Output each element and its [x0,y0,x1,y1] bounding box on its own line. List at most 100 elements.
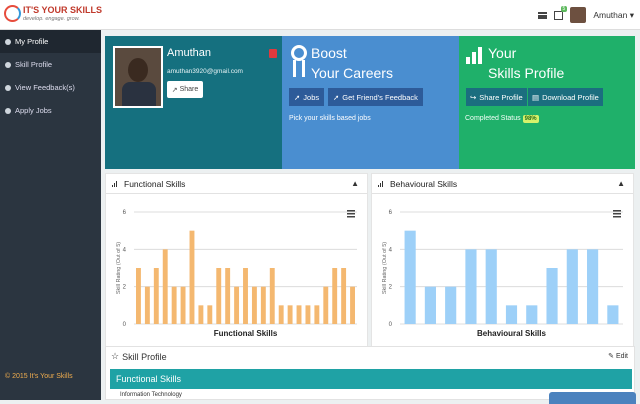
document-icon: ▤ [532,92,540,102]
x-axis-label: Behavioural Skills [477,329,546,338]
notification-badge: 5 [560,5,568,12]
bar [465,249,477,324]
share-button[interactable]: ↗ Share [167,81,203,98]
top-actions: 5 Amuthan ▾ [538,5,634,25]
panel-title: Functional Skills [124,178,186,189]
bar [251,286,257,324]
menu-line [347,216,355,218]
functional-skills-panel: Functional Skills ▲ 0 2 4 6 Skill Rating (Ou… [105,173,368,361]
bar [243,268,248,324]
award-ribbon-icon [290,45,308,77]
y-axis-label: Skill Rating (Out of 5) [382,242,388,294]
collapse-icon[interactable]: ▲ [617,179,625,188]
boost-note: Pick your skills based jobs [289,115,371,122]
y-axis-label: Skill Rating (Out of 5) [116,242,122,294]
bar [404,230,416,324]
bar [144,286,150,324]
skills-profile-card: Your Skills Profile ↪ Share Profile ▤ Down… [459,36,635,169]
rocket-icon: ➚ [294,92,301,102]
eye-icon [5,84,11,91]
chart-menu-icon [613,210,621,218]
menu-line [347,213,355,215]
bar [341,268,347,324]
bar [278,305,284,324]
y-tick-label: 2 [389,285,393,291]
bar [566,249,578,324]
photo-body [122,82,156,106]
behavioural-skills-chart: 0 2 4 6 Skill Rating (Out of 5) Behavioural S… [382,210,623,338]
bar [305,305,311,324]
bar [225,268,231,324]
list-item: Information Technology [120,392,182,398]
user-name: Amuthan [593,9,628,20]
boost-card: Boost Your Careers ➚ Jobs ➚ Get Friend's F… [282,36,459,169]
bar [216,268,222,324]
y-tick-label: 2 [123,285,127,291]
bar [296,305,302,324]
bar [424,286,436,324]
jobs-button[interactable]: ➚ Jobs [289,88,325,106]
y-tick-label: 6 [389,210,393,216]
skill-icon [5,61,11,68]
share-icon: ↪ [470,92,477,102]
menu-line [613,216,621,218]
bar [546,268,558,324]
bar [162,249,168,324]
photo-head [128,58,148,82]
sidebar-item-view-feedback[interactable]: View Feedback(s) [0,76,101,99]
list-icon[interactable] [538,11,548,19]
rocket-icon: ➚ [333,92,340,102]
user-menu[interactable]: Amuthan ▾ [593,9,634,20]
sidebar: My Profile Skill Profile View Feedback(s… [0,30,101,400]
share-profile-button[interactable]: ↪ Share Profile [466,88,527,106]
share-icon: ↗ [171,86,178,94]
bar [607,305,619,324]
bar [136,268,141,324]
signal-icon [378,180,385,187]
profile-email: amuthan3920@gmail.com [167,68,243,75]
y-tick-label: 0 [389,322,393,328]
bar [350,286,355,324]
bar [287,305,293,324]
bar [587,249,599,324]
brand-logo[interactable]: IT'S YOUR SKILLS develop. engage. grow. [4,3,102,27]
bar [526,305,538,324]
y-tick-label: 4 [123,247,127,253]
x-axis-label: Functional Skills [214,329,278,338]
profile-card: Amuthan amuthan3920@gmail.com ↗ Share [105,36,282,169]
bar [171,286,177,324]
avatar[interactable] [570,7,587,23]
edit-button[interactable]: ✎ Edit [608,353,628,360]
y-tick-label: 6 [123,210,127,216]
notifications-icon[interactable]: 5 [554,5,568,20]
bar [198,305,204,324]
hero-section: Amuthan amuthan3920@gmail.com ↗ Share Boo… [105,36,635,169]
copyright: © 2015 It's Your Skills [5,373,73,380]
bar [207,305,213,324]
functional-skills-bar: Functional Skills [110,369,632,389]
lock-icon[interactable] [269,49,277,58]
star-icon: ☆ [111,351,120,361]
bar [445,286,457,324]
skill-profile-header: ☆ Skill Profile [111,351,167,362]
edit-icon: ✎ [608,353,614,360]
boost-title: Boost [311,45,347,61]
download-profile-button[interactable]: ▤ Download Profile [528,88,603,106]
skill-profile-section: ☆ Skill Profile ✎ Edit Functional Skills … [105,346,636,404]
collapse-icon[interactable]: ▲ [351,179,359,188]
sidebar-item-my-profile[interactable]: My Profile [0,30,101,53]
profile-photo [113,46,163,108]
bar-chart-icon [466,46,482,64]
skills-profile-title: Your [488,45,517,61]
skills-profile-subtitle: Skills Profile [488,65,565,81]
bar [234,286,240,324]
boost-subtitle: Your Careers [311,65,393,81]
bar [505,305,518,324]
sidebar-item-skill-profile[interactable]: Skill Profile [0,53,101,76]
chat-tab[interactable] [549,392,636,404]
get-feedback-button[interactable]: ➚ Get Friend's Feedback [328,88,423,106]
bar [323,286,329,324]
sidebar-item-apply-jobs[interactable]: Apply Jobs [0,99,101,122]
document-icon [5,107,11,114]
menu-line [613,210,621,212]
